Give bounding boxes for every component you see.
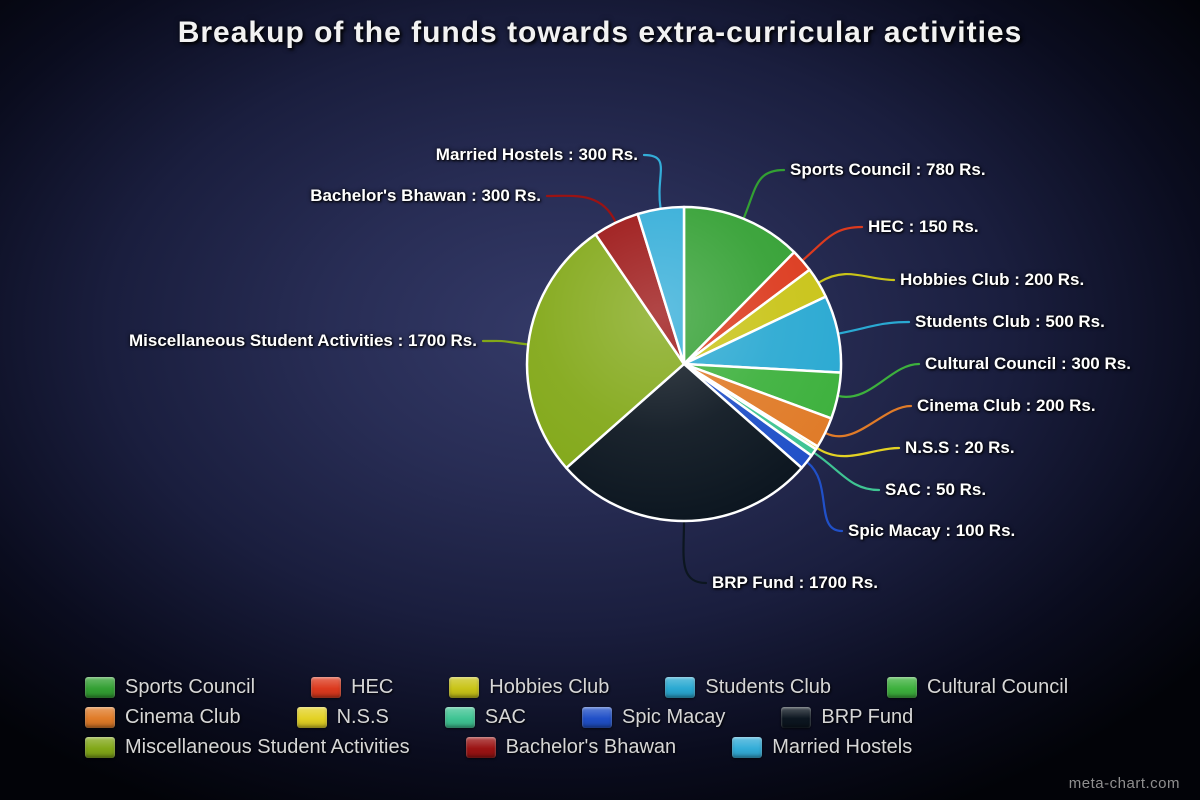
slice-label-cinema-club: Cinema Club : 200 Rs.: [917, 396, 1096, 415]
legend-swatch-sac: [444, 707, 475, 728]
legend-label-sac: SAC: [484, 706, 526, 728]
legend-label-miscellaneous-student-activities: Miscellaneous Student Activities: [125, 736, 410, 758]
slice-label-bachelor-s-bhawan: Bachelor's Bhawan : 300 Rs.: [310, 186, 541, 205]
leader-line-cinema-club: [824, 404, 913, 438]
slice-label-brp-fund: BRP Fund : 1700 Rs.: [712, 573, 878, 592]
leader-line-bachelor-s-bhawan: [545, 194, 617, 223]
legend-label-brp-fund: BRP Fund: [821, 706, 914, 728]
legend-label-married-hostels: Married Hostels: [772, 736, 913, 758]
leader-line-spic-macay: [806, 461, 844, 533]
legend-label-cultural-council: Cultural Council: [927, 676, 1069, 698]
legend-swatch-hec: [311, 677, 342, 698]
legend-swatch-brp-fund: [781, 707, 812, 728]
legend-item-hobbies-club: Hobbies Club: [449, 676, 609, 699]
legend: Sports Council HEC Hobbies Club Students Cl…: [85, 676, 1068, 766]
slice-label-students-club: Students Club : 500 Rs.: [915, 312, 1105, 331]
leader-line-sac: [813, 451, 881, 492]
chart-title: Breakup of the funds towards extra-curri…: [177, 16, 1023, 49]
slice-label-spic-macay: Spic Macay : 100 Rs.: [848, 521, 1016, 540]
leader-line-n-s-s: [816, 446, 901, 458]
legend-swatch-cultural-council: [887, 677, 918, 698]
slice-label-hobbies-club: Hobbies Club : 200 Rs.: [900, 270, 1085, 289]
legend-swatch-married-hostels: [732, 737, 763, 758]
legend-item-miscellaneous-student-activities: Miscellaneous Student Activities: [85, 736, 410, 759]
legend-swatch-bachelor-s-bhawan: [465, 737, 496, 758]
legend-item-spic-macay: Spic Macay: [581, 706, 726, 729]
leader-line-students-club: [837, 320, 911, 335]
legend-label-n-s-s: N.S.S: [336, 706, 389, 728]
slice-label-n-s-s: N.S.S : 20 Rs.: [905, 438, 1015, 457]
legend-item-cultural-council: Cultural Council: [887, 676, 1068, 699]
leader-line-hec: [801, 225, 864, 262]
legend-item-sac: SAC: [444, 706, 526, 729]
pie-gloss: [527, 207, 841, 521]
legend-row-2: Cinema Club N.S.S SAC Spic Macay BRP Fund: [85, 706, 1068, 729]
slice-label-married-hostels: Married Hostels : 300 Rs.: [435, 145, 638, 164]
legend-label-students-club: Students Club: [705, 676, 832, 698]
slice-label-miscellaneous-student-activities: Miscellaneous Student Activities : 1700 …: [129, 331, 477, 350]
legend-item-sports-council: Sports Council: [85, 676, 255, 699]
slice-label-cultural-council: Cultural Council : 300 Rs.: [925, 354, 1131, 373]
legend-swatch-students-club: [665, 677, 696, 698]
legend-swatch-n-s-s: [296, 707, 327, 728]
watermark: meta-chart.com: [1068, 775, 1180, 792]
legend-item-bachelor-s-bhawan: Bachelor's Bhawan: [465, 736, 677, 759]
slice-label-hec: HEC : 150 Rs.: [868, 217, 979, 236]
legend-swatch-hobbies-club: [449, 677, 480, 698]
leader-line-sports-council: [742, 168, 786, 219]
legend-label-cinema-club: Cinema Club: [125, 706, 241, 728]
legend-row-3: Miscellaneous Student Activities Bachelor…: [85, 736, 1068, 759]
leader-line-brp-fund: [682, 520, 708, 585]
legend-label-hec: HEC: [351, 676, 394, 698]
legend-label-spic-macay: Spic Macay: [621, 706, 726, 728]
leader-line-married-hostels: [642, 153, 662, 209]
legend-label-bachelor-s-bhawan: Bachelor's Bhawan: [505, 736, 677, 758]
legend-item-cinema-club: Cinema Club: [85, 706, 241, 729]
legend-label-hobbies-club: Hobbies Club: [489, 676, 610, 698]
legend-swatch-miscellaneous-student-activities: [85, 737, 115, 758]
legend-item-married-hostels: Married Hostels: [732, 736, 912, 759]
legend-swatch-sports-council: [85, 677, 115, 698]
legend-item-brp-fund: BRP Fund: [781, 706, 913, 729]
slice-label-sports-council: Sports Council : 780 Rs.: [790, 160, 986, 179]
legend-item-hec: HEC: [311, 676, 393, 699]
legend-item-n-s-s: N.S.S: [296, 706, 389, 729]
legend-label-sports-council: Sports Council: [125, 676, 256, 698]
leader-line-hobbies-club: [818, 273, 896, 284]
legend-row-1: Sports Council HEC Hobbies Club Students Cl…: [85, 676, 1068, 699]
legend-item-students-club: Students Club: [665, 676, 831, 699]
legend-swatch-spic-macay: [581, 707, 612, 728]
leader-line-cultural-council: [837, 362, 921, 398]
leader-line-miscellaneous-student-activities: [481, 339, 529, 346]
slice-label-sac: SAC : 50 Rs.: [885, 480, 987, 499]
legend-swatch-cinema-club: [85, 707, 115, 728]
